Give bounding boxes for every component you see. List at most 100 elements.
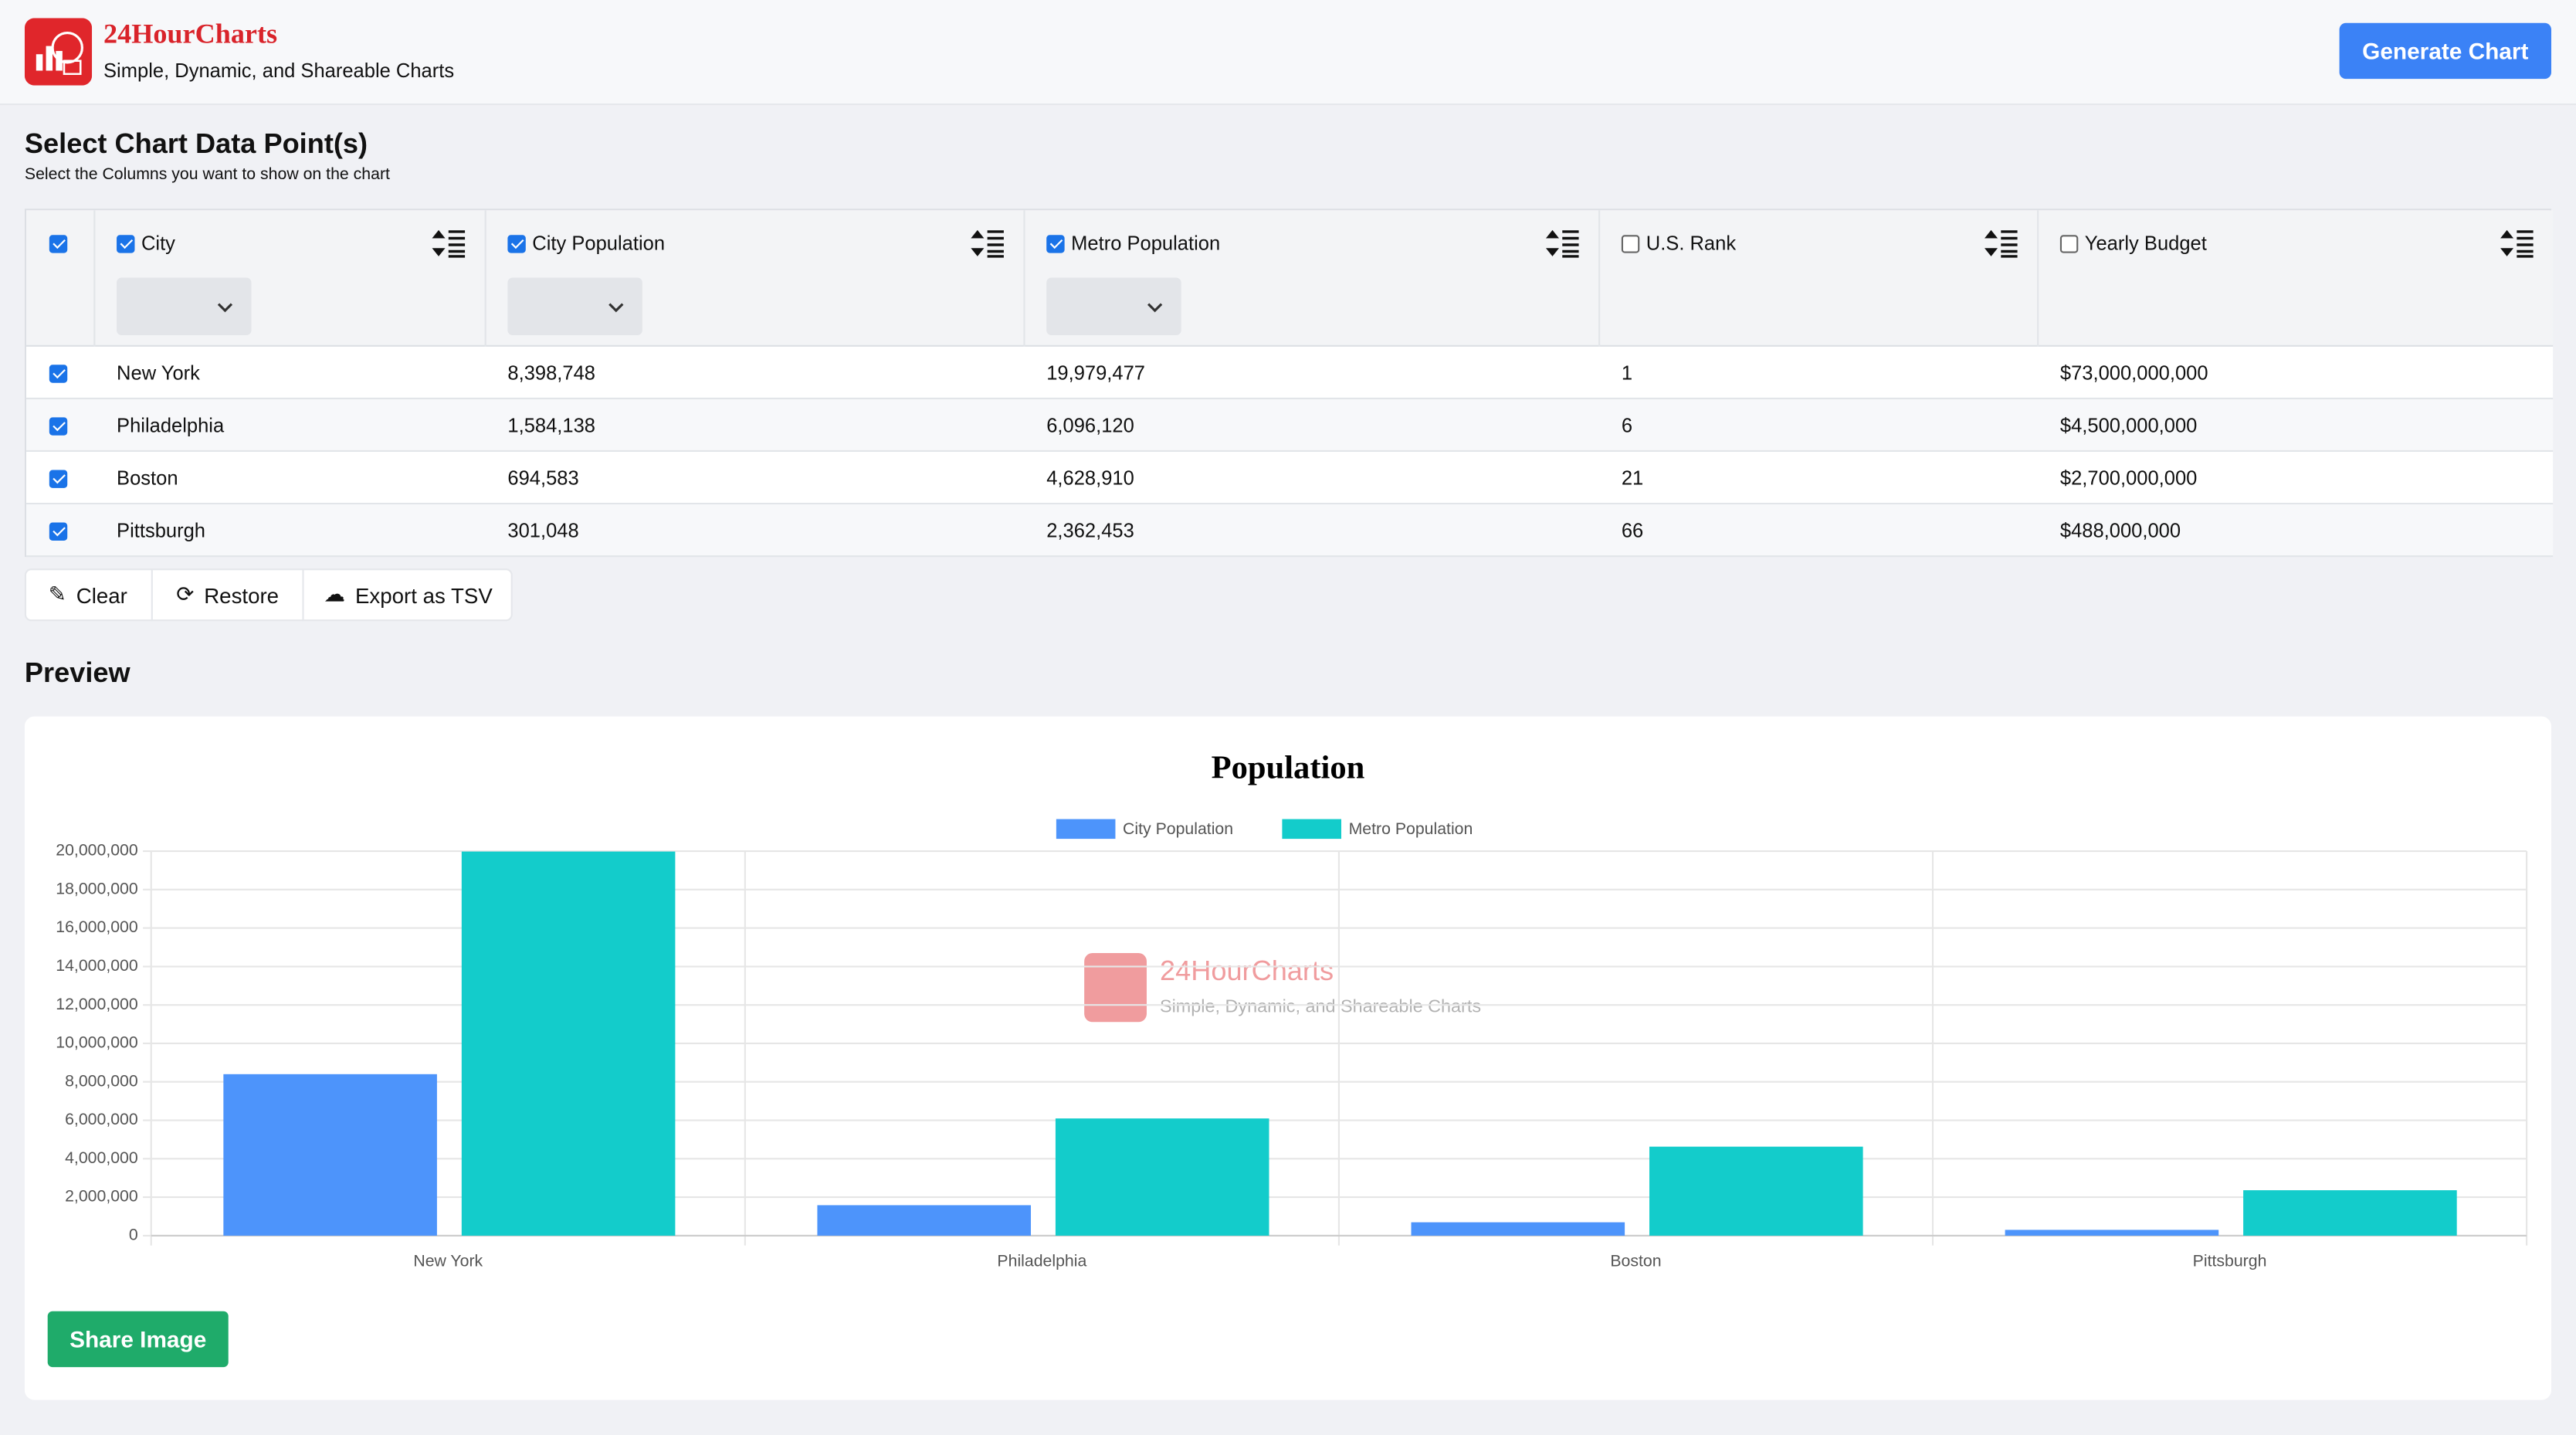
column-divider [93,210,96,347]
table-row [26,346,2554,399]
filter-select[interactable] [507,277,642,336]
header-row [26,210,2554,347]
clear-button[interactable]: ✎ Clear [25,568,153,622]
column-header: Yearly Budget [2084,231,2207,255]
column-divider [1023,210,1025,347]
bar [1055,1118,1269,1236]
y-tick-label: 18,000,000 [56,879,137,897]
column-divider [2037,210,2039,347]
y-tick-label: 14,000,000 [56,956,137,975]
column-header: City [141,231,175,255]
restore-label: Restore [204,582,280,608]
export-label: Export as TSV [354,582,493,608]
column-header: U.S. Rank [1646,231,1737,255]
bar [1411,1222,1625,1236]
sort-icon[interactable] [432,229,469,258]
table-cell: $488,000,000 [2059,519,2181,543]
checkbox[interactable] [49,470,68,488]
y-tick-label: 2,000,000 [65,1187,138,1206]
y-tick-label: 4,000,000 [65,1148,138,1167]
table-row [26,504,2554,558]
share-button[interactable]: Share Image [47,1311,229,1368]
generate-button[interactable]: Generate Chart [2339,22,2552,80]
table-cell: 6,096,120 [1046,414,1134,437]
tagline: Simple, Dynamic, and Shareable Charts [103,59,455,83]
watermark-tagline: Simple, Dynamic, and Shareable Charts [1160,996,1481,1016]
table-cell: $4,500,000,000 [2059,414,2198,437]
checkbox[interactable] [2059,235,2079,253]
column-divider [1598,210,1601,347]
header-bar [0,0,2576,106]
y-tick-label: 8,000,000 [65,1071,138,1090]
table-cell: 8,398,748 [507,361,595,385]
section-subtitle: Select the Columns you want to show on t… [24,165,390,185]
bar [2243,1190,2457,1236]
brand: 24HourCharts [103,18,278,49]
table-cell: 6 [1621,414,1633,437]
checkbox[interactable] [1046,235,1065,253]
restore-button[interactable]: ⟳ Restore [153,568,304,622]
checkbox[interactable] [117,235,135,253]
toolbar [24,568,513,622]
y-tick-label: 10,000,000 [56,1033,137,1052]
x-tick-label: Pittsburgh [2193,1252,2267,1270]
sort-icon[interactable] [1545,229,1582,258]
watermark-brand: 24HourCharts [1160,955,1334,986]
sort-icon[interactable] [971,229,1007,258]
x-tick-label: Boston [1610,1252,1661,1270]
table-cell: 1 [1621,361,1633,385]
checkbox[interactable] [49,417,68,436]
chart: 24HourCharts Simple, Dynamic, and Sharea… [56,750,2528,1270]
y-tick-label: 20,000,000 [56,841,137,860]
table-cell: 694,583 [507,466,579,490]
y-tick-label: 12,000,000 [56,995,137,1013]
checkbox[interactable] [49,235,68,253]
legend-swatch [1282,819,1341,840]
filter-select[interactable] [1046,277,1181,336]
table-cell: $73,000,000,000 [2059,361,2208,385]
watermark: 24HourCharts Simple, Dynamic, and Sharea… [1084,952,1481,1023]
table-cell: 2,362,453 [1046,519,1134,543]
table-cell: 301,048 [507,519,579,543]
logo [24,18,93,86]
table-cell: 1,584,138 [507,414,595,437]
table-cell: 66 [1621,519,1644,543]
table-cell: Pittsburgh [117,519,206,543]
clear-label: Clear [76,582,127,608]
bar [223,1074,437,1236]
checkbox[interactable] [507,235,526,253]
bar [461,851,676,1236]
export-button[interactable]: ☁ Export as TSV [324,582,493,608]
data-table: City City Population Metro Population U.S. … [24,209,2554,558]
preview-title: Preview [24,657,130,689]
table-cell: 21 [1621,466,1644,490]
checkbox[interactable] [49,365,68,383]
bar [2005,1230,2219,1236]
table-row [26,399,2554,453]
checkbox[interactable] [1621,235,1640,253]
legend-label: City Population [1123,819,1233,838]
sort-icon[interactable] [1985,229,2021,258]
bar [817,1205,1032,1236]
checkbox[interactable] [49,522,68,541]
column-header: Metro Population [1071,231,1221,255]
table-row [26,452,2554,505]
filter-select[interactable] [117,277,252,336]
y-tick-label: 0 [129,1226,138,1244]
table-cell: Philadelphia [117,414,225,437]
legend-label: Metro Population [1349,819,1473,838]
table-cell: 19,979,477 [1046,361,1146,385]
legend-swatch [1056,819,1116,840]
section-title: Select Chart Data Point(s) [24,127,368,160]
table-cell: Boston [117,466,178,490]
sort-icon[interactable] [2500,229,2537,258]
y-tick-label: 16,000,000 [56,918,137,936]
y-tick-label: 6,000,000 [65,1110,138,1128]
column-divider [484,210,486,347]
table-cell: $2,700,000,000 [2059,466,2198,490]
x-tick-label: New York [413,1252,483,1270]
bar [1649,1146,1863,1236]
